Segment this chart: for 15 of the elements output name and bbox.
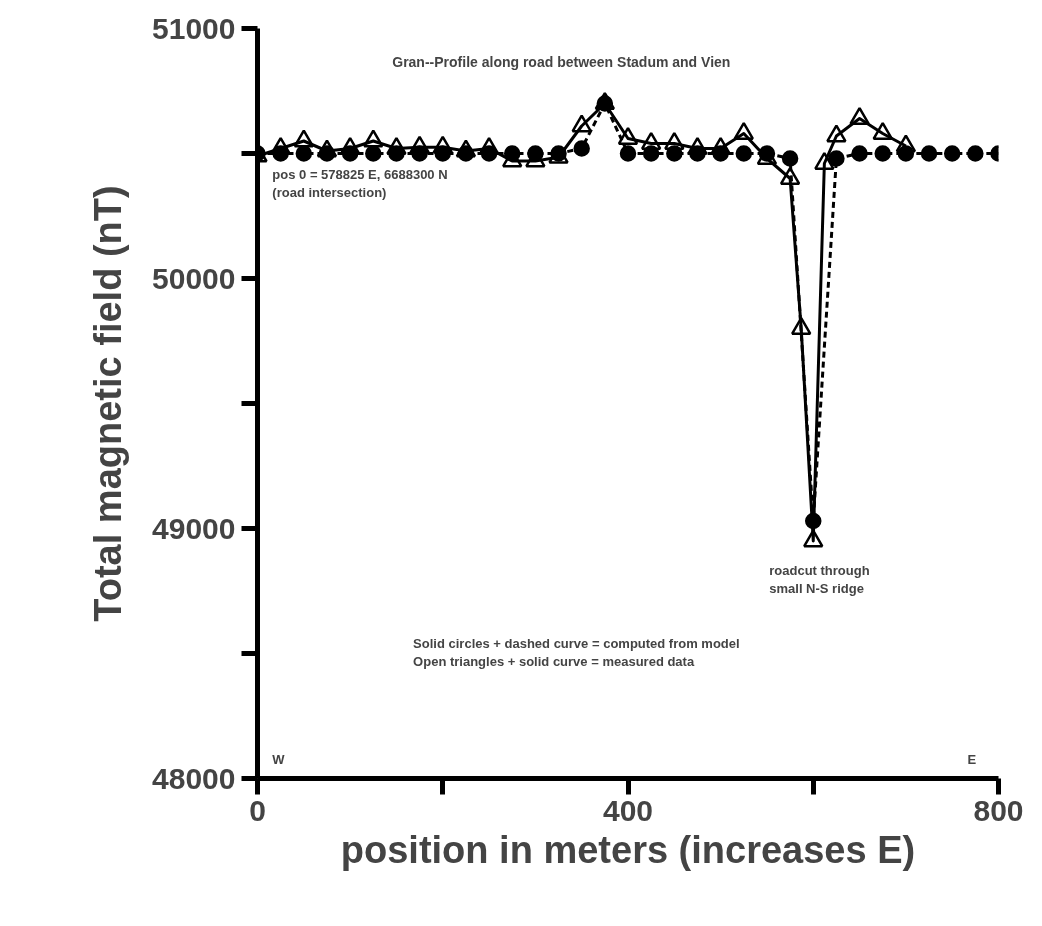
- annotation: pos 0 = 578825 E, 6688300 N (road intersection): [272, 167, 448, 201]
- x-tick-label: 400: [602, 793, 654, 827]
- x-tick-label: 800: [973, 793, 1024, 827]
- y-tick-label: 49000: [152, 511, 236, 545]
- annotation: Solid circles + dashed curve = computed from model Open triangles + solid curve = measured data: [413, 636, 740, 669]
- y-tick-label: 48000: [152, 761, 236, 795]
- y-tick-label: 51000: [152, 11, 236, 45]
- y-tick-label: 50000: [152, 261, 236, 295]
- x-tick-label: 0: [249, 793, 266, 827]
- annotation: W: [272, 752, 286, 768]
- x-axis-title: position in meters (increases E): [340, 828, 916, 871]
- annotation: E: [967, 752, 977, 768]
- annotation: roadcut through small N-S ridge: [769, 563, 870, 596]
- y-axis-title: Total magnetic field (nT): [87, 185, 130, 622]
- text: Gran--Profile along road between Stadum and Vien: [392, 53, 731, 70]
